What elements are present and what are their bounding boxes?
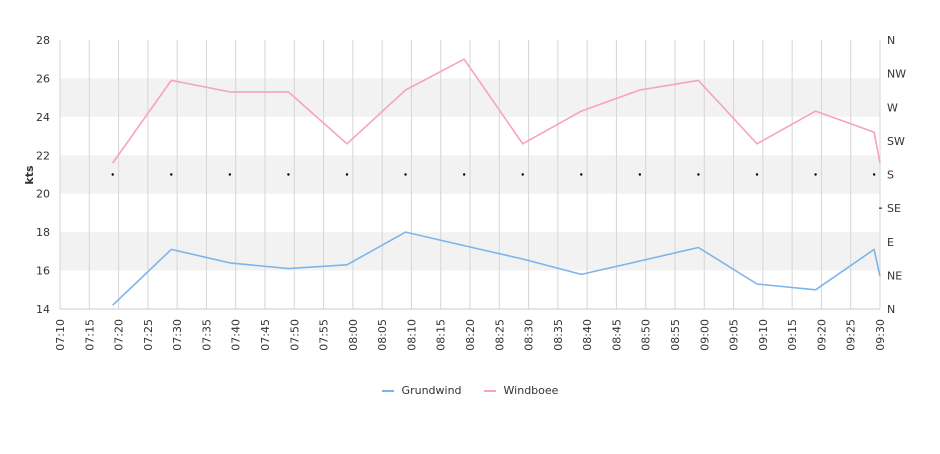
x-tick-label: 07:15 <box>83 319 96 351</box>
direction-tick-label: NW <box>887 68 906 81</box>
legend-item-windboee[interactable]: Windboee <box>483 384 559 397</box>
x-tick-label: 07:45 <box>259 319 272 351</box>
y-tick-label: 26 <box>36 72 50 85</box>
x-tick-label: 08:20 <box>464 319 477 351</box>
direction-tick-label: S <box>887 169 894 182</box>
x-tick-label: 09:05 <box>728 319 741 351</box>
direction-point <box>638 173 642 176</box>
direction-point <box>228 173 232 176</box>
x-tick-label: 08:25 <box>493 319 506 351</box>
y-tick-label: 28 <box>36 34 50 47</box>
direction-point <box>345 173 349 176</box>
legend-item-grundwind[interactable]: Grundwind <box>381 384 462 397</box>
x-tick-label: 07:10 <box>54 319 67 351</box>
direction-tick-label: N <box>887 303 895 316</box>
x-tick-label: 07:50 <box>288 319 301 351</box>
y-tick-label: 18 <box>36 226 50 239</box>
legend-label-windboee: Windboee <box>503 384 559 397</box>
x-tick-label: 08:50 <box>640 319 653 351</box>
direction-tick-label: E <box>887 236 894 249</box>
x-tick-label: 07:25 <box>142 319 155 351</box>
y-tick-label: 22 <box>36 149 50 162</box>
y-axis-label: kts <box>23 165 36 185</box>
direction-tick-label: SE <box>887 202 901 215</box>
direction-point <box>814 173 817 176</box>
direction-point <box>580 173 583 176</box>
series-line-windboee <box>112 58 881 164</box>
x-tick-label: 09:15 <box>786 319 799 351</box>
y-tick-label: 24 <box>36 111 50 124</box>
legend-label-grundwind: Grundwind <box>401 384 462 397</box>
direction-point <box>697 173 700 176</box>
series-line-grundwind <box>112 231 881 306</box>
x-tick-label: 07:40 <box>230 319 243 351</box>
x-tick-label: 08:35 <box>552 319 565 351</box>
direction-tick-label: W <box>887 101 898 114</box>
x-tick-label: 09:00 <box>698 319 711 351</box>
x-tick-label: 07:35 <box>200 319 213 351</box>
direction-tick-label: NE <box>887 269 902 282</box>
direction-point <box>287 173 290 176</box>
x-tick-label: 08:40 <box>581 319 594 351</box>
direction-point <box>872 173 876 176</box>
x-tick-label: 08:00 <box>347 319 360 351</box>
x-tick-label: 08:30 <box>523 319 536 351</box>
x-tick-label: 08:05 <box>376 319 389 351</box>
direction-point <box>170 173 173 176</box>
direction-point <box>521 173 524 176</box>
x-tick-label: 07:20 <box>113 319 126 351</box>
direction-point <box>755 173 759 176</box>
y-tick-label: 20 <box>36 188 50 201</box>
x-tick-label: 07:55 <box>318 319 331 351</box>
direction-tick-label: SW <box>887 135 905 148</box>
x-tick-label: 08:15 <box>435 319 448 351</box>
x-tick-label: 09:30 <box>874 319 887 351</box>
legend-swatch-grundwind <box>381 389 394 392</box>
x-tick-label: 08:55 <box>669 319 682 351</box>
x-tick-label: 09:25 <box>845 319 858 351</box>
legend-swatch-windboee <box>483 389 496 392</box>
y-tick-label: 14 <box>36 303 50 316</box>
x-tick-label: 08:45 <box>610 319 623 351</box>
direction-point <box>462 173 466 176</box>
legend: Grundwind Windboee <box>0 384 940 397</box>
direction-point <box>111 173 114 176</box>
x-tick-label: 09:10 <box>757 319 770 351</box>
direction-point <box>404 173 407 176</box>
x-tick-label: 07:30 <box>171 319 184 351</box>
direction-tick-label: N <box>887 34 895 47</box>
x-tick-label: 09:20 <box>815 319 828 351</box>
x-tick-label: 08:10 <box>405 319 418 351</box>
y-tick-label: 16 <box>36 265 50 278</box>
